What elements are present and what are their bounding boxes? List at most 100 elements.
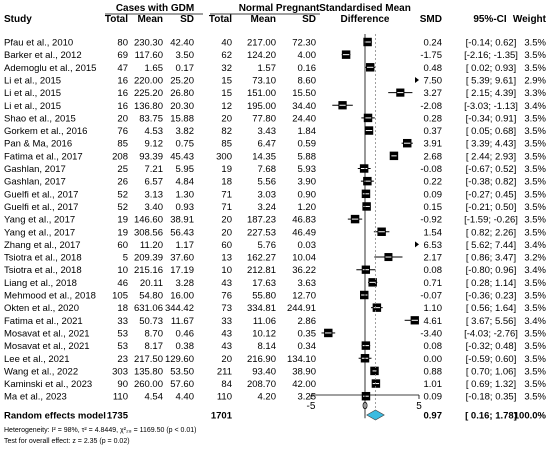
row-weight: 3.5% <box>524 126 546 137</box>
row-n2: 43 <box>221 328 232 339</box>
row-smd-text: 6.53 <box>424 240 443 251</box>
row-mean2: 93.40 <box>252 366 276 377</box>
row-smd-text: 0.22 <box>424 177 443 188</box>
header-mean2: Mean <box>250 14 276 25</box>
table-row: Guelfi et al., 2017 52 3.13 1.30 71 3.03 0.90 0… <box>4 189 547 200</box>
row-sd2: 12.70 <box>292 291 316 302</box>
row-sd2: 0.90 <box>298 189 317 200</box>
row-study: Ma et al., 2023 <box>4 392 67 403</box>
row-weight: 2.9% <box>524 75 546 86</box>
row-smd-text: 3.27 <box>424 88 443 99</box>
row-n2: 13 <box>221 253 232 264</box>
ci-arrow <box>415 76 419 83</box>
row-n2: 32 <box>221 63 232 74</box>
row-ci-text: [-0.27; 0.45] <box>466 189 517 200</box>
row-smd-text: 1.10 <box>424 303 443 314</box>
row-smd-text: -2.08 <box>420 101 442 112</box>
row-mean2: 8.14 <box>258 341 277 352</box>
row-mean1: 209.39 <box>134 253 163 264</box>
row-n2: 62 <box>221 50 232 61</box>
table-row: Tsiotra et al., 2018 5 209.39 37.60 13 162.27… <box>4 253 547 264</box>
row-smd-text: 7.50 <box>424 75 443 86</box>
row-n2: 73 <box>221 303 232 314</box>
table-row: Mosavat et al., 2021 53 8.70 0.46 43 10.12 0.3… <box>4 328 547 339</box>
row-sd2: 3.90 <box>298 177 317 188</box>
row-mean1: 8.17 <box>145 341 164 352</box>
row-n2: 20 <box>221 113 232 124</box>
row-n2: 20 <box>221 215 232 226</box>
table-row: Guelfi et al., 2017 52 3.40 0.93 71 3.24 1.20 0… <box>4 202 547 213</box>
row-ci-text: [-0.38; 0.82] <box>466 177 517 188</box>
row-sd1: 25.20 <box>170 75 194 86</box>
table-row: Li et al., 2015 16 220.00 25.20 15 73.10 8.60 7… <box>4 75 547 86</box>
row-n2: 43 <box>221 341 232 352</box>
row-sd2: 1.84 <box>298 126 317 137</box>
row-ci-text: [-0.18; 0.35] <box>466 392 517 403</box>
row-sd2: 1.20 <box>298 202 317 213</box>
row-smd-text: 0.00 <box>424 354 443 365</box>
row-mean1: 1.65 <box>145 63 164 74</box>
row-smd-text: -0.08 <box>420 164 442 175</box>
table-row: Barker et al., 2012 69 117.60 3.50 62 124.20 4… <box>4 50 547 61</box>
row-n1: 80 <box>117 38 128 49</box>
row-n1: 52 <box>117 189 128 200</box>
row-sd2: 5.93 <box>298 164 317 175</box>
row-sd2: 4.00 <box>298 50 317 61</box>
table-row: Fatima et al., 2017 208 93.39 45.43 300 14.35… <box>4 151 547 162</box>
effect-markers <box>321 34 419 419</box>
row-sd1: 15.88 <box>170 113 194 124</box>
row-n1: 76 <box>117 126 128 137</box>
row-study: Gashlan, 2017 <box>4 177 66 188</box>
table-row: Li et al., 2015 16 225.20 26.80 15 151.00 15.5… <box>4 88 547 99</box>
axis-tick-label: 0 <box>362 401 368 412</box>
row-mean2: 208.70 <box>247 379 276 390</box>
row-n2: 85 <box>221 139 232 150</box>
row-sd1: 0.75 <box>176 139 195 150</box>
summary-weight: 100.0% <box>514 411 547 422</box>
row-n1: 33 <box>117 316 128 327</box>
header-group1: Cases with GDM <box>116 3 194 14</box>
row-mean1: 83.75 <box>139 113 163 124</box>
row-study: Tsiotra et al., 2018 <box>4 265 82 276</box>
row-n1: 52 <box>117 202 128 213</box>
row-sd2: 2.86 <box>298 316 317 327</box>
row-smd-text: 0.48 <box>424 63 443 74</box>
row-weight: 3.3% <box>524 88 546 99</box>
row-n2: 84 <box>221 379 232 390</box>
row-weight: 3.5% <box>524 151 546 162</box>
row-n1: 53 <box>117 328 128 339</box>
header-sd2: SD <box>302 14 316 25</box>
row-n1: 10 <box>117 265 128 276</box>
row-sd1: 26.80 <box>170 88 194 99</box>
row-smd-text: 0.15 <box>424 202 443 213</box>
row-sd2: 8.60 <box>298 75 317 86</box>
row-n2: 82 <box>221 126 232 137</box>
row-n2: 40 <box>221 38 232 49</box>
row-n2: 33 <box>221 316 232 327</box>
row-mean1: 20.11 <box>140 278 163 289</box>
row-study: Fatima et al., 2017 <box>4 151 83 162</box>
row-study: Guelfi et al., 2017 <box>4 202 78 213</box>
row-sd1: 5.95 <box>176 164 195 175</box>
row-mean2: 216.90 <box>247 354 276 365</box>
row-ci-text: [ 0.82; 2.26] <box>466 227 516 238</box>
table-row: Gorkem et al., 2016 76 4.53 3.82 82 3.43 1.84 0… <box>4 126 547 137</box>
row-n1: 23 <box>117 354 128 365</box>
row-mean1: 4.53 <box>145 126 164 137</box>
row-weight: 3.5% <box>524 379 546 390</box>
row-n1: 20 <box>117 113 128 124</box>
row-sd2: 5.88 <box>298 151 317 162</box>
row-study: Li et al., 2015 <box>4 101 61 112</box>
table-row: Yang et al., 2017 19 146.60 38.91 20 187.23 46… <box>4 215 547 226</box>
row-mean1: 11.20 <box>140 240 163 251</box>
row-weight: 3.4% <box>524 265 546 276</box>
row-sd1: 344.42 <box>165 303 194 314</box>
row-smd-text: 4.61 <box>424 316 443 327</box>
row-smd-text: 0.09 <box>424 189 443 200</box>
row-sd2: 0.16 <box>298 63 317 74</box>
row-mean2: 77.80 <box>252 113 276 124</box>
row-smd-text: 1.54 <box>424 227 443 238</box>
row-mean2: 124.20 <box>247 50 276 61</box>
row-ci-text: [-0.59; 0.60] <box>466 354 517 365</box>
row-sd2: 0.03 <box>298 240 317 251</box>
